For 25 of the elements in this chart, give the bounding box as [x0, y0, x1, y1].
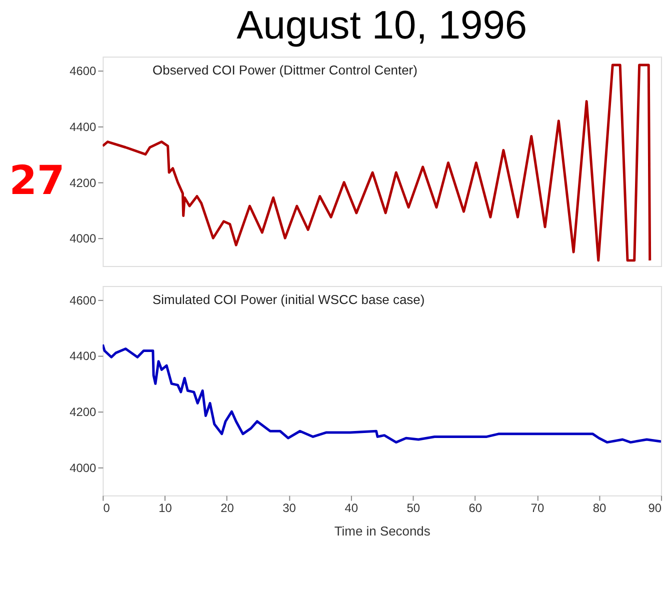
- y-tick-label: 4200: [70, 405, 97, 420]
- y-tick-label: 4400: [70, 120, 97, 134]
- text: 27: [9, 158, 65, 204]
- chart-title: August 10, 1996: [236, 4, 528, 48]
- x-tick-label: 70: [530, 500, 544, 515]
- x-tick-label: 20: [220, 500, 234, 515]
- x-axis-title: Time in Seconds: [334, 524, 431, 539]
- x-tick-label: 90: [648, 500, 662, 515]
- y-tick-label: 4400: [70, 349, 97, 364]
- y-tick-label: 4600: [70, 64, 97, 78]
- annotation: Simulated COI Power (initial WSCC base case): [152, 292, 425, 307]
- x-tick-label: 30: [282, 500, 296, 515]
- x-tick-label: 10: [158, 500, 172, 515]
- x-tick-label: 50: [406, 500, 420, 515]
- y-tick-label: 4200: [70, 176, 97, 190]
- line-series: [102, 64, 652, 262]
- annotation: Observed COI Power (Dittmer Control Center): [152, 62, 418, 78]
- y-tick-label: 4000: [70, 460, 97, 475]
- y-tick-label: 4000: [70, 232, 97, 246]
- x-tick-label: 40: [344, 500, 358, 515]
- x-tick-label: 80: [592, 500, 606, 515]
- x-tick-label: 60: [468, 500, 482, 515]
- y-tick-label: 4600: [70, 293, 97, 308]
- x-tick-label: 0: [103, 500, 110, 515]
- line-series: [102, 343, 662, 444]
